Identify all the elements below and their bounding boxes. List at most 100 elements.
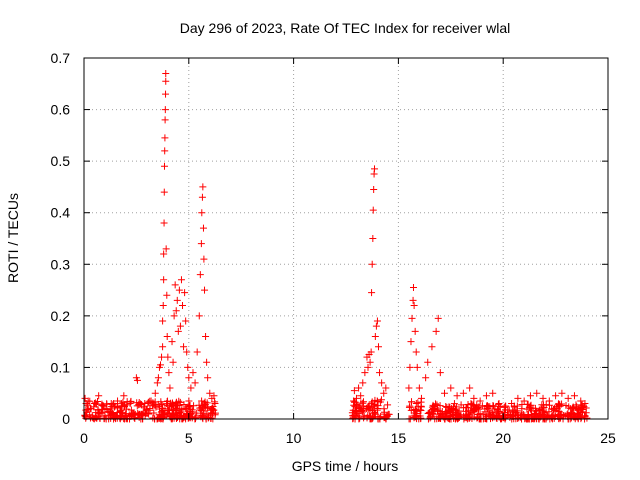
data-point	[370, 186, 378, 194]
data-point	[436, 369, 444, 377]
data-point	[118, 400, 126, 408]
data-point	[161, 147, 169, 155]
x-tick-label: 20	[495, 430, 511, 446]
data-point	[407, 338, 415, 346]
data-point	[476, 397, 484, 405]
data-point	[572, 401, 580, 409]
data-point	[521, 414, 529, 422]
data-point	[501, 414, 509, 422]
data-point	[414, 399, 422, 407]
data-point	[447, 384, 455, 392]
data-point	[160, 410, 168, 418]
data-point	[369, 206, 377, 214]
data-point	[169, 358, 177, 366]
data-point	[470, 394, 478, 402]
data-point	[133, 376, 141, 384]
data-point	[191, 414, 199, 422]
data-point	[434, 406, 442, 414]
data-point	[494, 407, 502, 415]
y-tick-label: 0.6	[51, 102, 71, 118]
data-point	[434, 314, 442, 322]
data-point	[197, 411, 205, 419]
data-point	[514, 414, 522, 422]
data-point	[153, 379, 161, 387]
data-point	[413, 409, 421, 417]
data-point	[168, 338, 176, 346]
data-point	[533, 389, 541, 397]
data-point	[555, 400, 563, 408]
data-point	[182, 317, 190, 325]
data-point	[191, 379, 199, 387]
data-point	[482, 392, 490, 400]
data-point	[151, 398, 159, 406]
y-tick-label: 0	[62, 411, 70, 427]
data-point	[495, 400, 503, 408]
data-point	[451, 408, 459, 416]
data-point	[159, 302, 167, 310]
data-point	[373, 406, 381, 414]
data-point	[149, 414, 157, 422]
data-point	[117, 406, 125, 414]
y-tick-label: 0.3	[51, 256, 71, 272]
data-point	[183, 348, 191, 356]
data-point	[489, 389, 497, 397]
data-point	[172, 307, 180, 315]
data-point	[527, 401, 535, 409]
data-point	[417, 394, 425, 402]
data-point	[408, 398, 416, 406]
data-point	[424, 358, 432, 366]
data-point	[187, 384, 195, 392]
data-point	[90, 414, 98, 422]
data-point	[192, 413, 200, 421]
data-point	[157, 361, 165, 369]
data-point	[575, 410, 583, 418]
data-point	[180, 401, 188, 409]
y-axis-label: ROTI / TECUs	[5, 193, 21, 283]
data-point	[84, 397, 92, 405]
data-point	[164, 409, 172, 417]
data-point	[193, 348, 201, 356]
data-point	[163, 291, 171, 299]
data-point	[445, 403, 453, 411]
x-axis-label: GPS time / hours	[292, 458, 399, 474]
data-point	[204, 374, 212, 382]
data-point	[364, 363, 372, 371]
data-point	[162, 245, 170, 253]
data-point	[558, 389, 566, 397]
data-point	[160, 188, 168, 196]
data-point	[114, 403, 122, 411]
data-point	[535, 406, 543, 414]
y-tick-label: 0.1	[51, 359, 71, 375]
plot-frame	[83, 57, 609, 420]
x-tick-label: 5	[185, 430, 193, 446]
data-point	[491, 405, 499, 413]
data-point	[526, 402, 534, 410]
data-point	[107, 400, 115, 408]
data-point	[161, 116, 169, 124]
data-point	[193, 409, 201, 417]
data-point	[412, 348, 420, 356]
data-point	[350, 411, 358, 419]
data-point	[94, 406, 102, 414]
data-point	[181, 289, 189, 297]
data-point	[90, 403, 98, 411]
data-point	[186, 402, 194, 410]
data-point	[177, 276, 185, 284]
data-point	[526, 392, 534, 400]
data-point	[159, 317, 167, 325]
y-tick-label: 0.7	[51, 50, 71, 66]
data-point	[205, 413, 213, 421]
data-point	[486, 403, 494, 411]
data-point	[83, 401, 91, 409]
data-point	[542, 414, 550, 422]
data-point	[201, 401, 209, 409]
data-point	[531, 410, 539, 418]
data-point	[161, 106, 169, 114]
data-point	[151, 389, 159, 397]
data-point	[468, 414, 476, 422]
data-point	[540, 409, 548, 417]
data-point	[162, 69, 170, 77]
data-point	[474, 404, 482, 412]
data-points	[81, 69, 591, 423]
data-point	[406, 402, 414, 410]
